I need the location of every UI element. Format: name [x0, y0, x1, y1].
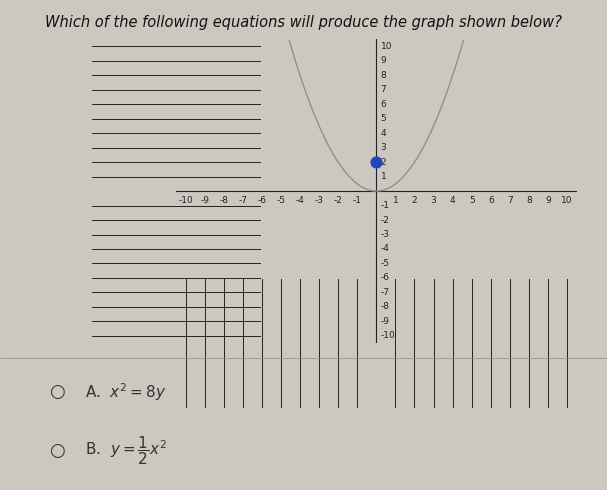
Text: 6: 6: [488, 196, 493, 205]
Text: -4: -4: [296, 196, 305, 205]
Text: 9: 9: [381, 56, 386, 65]
Text: 5: 5: [469, 196, 475, 205]
Text: -9: -9: [381, 317, 390, 326]
Text: 1: 1: [393, 196, 398, 205]
Text: -5: -5: [276, 196, 285, 205]
Text: ○: ○: [49, 442, 64, 460]
Text: -1: -1: [353, 196, 362, 205]
Text: 7: 7: [381, 85, 386, 95]
Text: -3: -3: [381, 230, 390, 239]
Text: 3: 3: [381, 143, 386, 152]
Text: Which of the following equations will produce the graph shown below?: Which of the following equations will pr…: [45, 15, 562, 30]
Text: -6: -6: [257, 196, 266, 205]
Text: -7: -7: [239, 196, 247, 205]
Text: -1: -1: [381, 201, 390, 210]
Text: B.  $y = \dfrac{1}{2}x^2$: B. $y = \dfrac{1}{2}x^2$: [85, 435, 167, 467]
Text: 4: 4: [381, 129, 386, 138]
Text: -10: -10: [381, 331, 395, 340]
Text: 1: 1: [381, 172, 386, 181]
Text: 10: 10: [561, 196, 573, 205]
Text: 8: 8: [526, 196, 532, 205]
Text: 8: 8: [381, 71, 386, 80]
Text: -2: -2: [381, 216, 390, 224]
Text: -4: -4: [381, 245, 390, 253]
Point: [371, 158, 381, 166]
Text: 2: 2: [381, 158, 386, 167]
Text: 5: 5: [381, 114, 386, 123]
Text: A.  $x^2 = 8y$: A. $x^2 = 8y$: [85, 381, 166, 403]
Text: 10: 10: [381, 42, 392, 51]
Text: 7: 7: [507, 196, 513, 205]
Text: -9: -9: [200, 196, 209, 205]
Text: -6: -6: [381, 273, 390, 282]
Text: ○: ○: [49, 383, 64, 401]
Text: -8: -8: [381, 302, 390, 311]
Text: -10: -10: [178, 196, 193, 205]
Text: 4: 4: [450, 196, 455, 205]
Text: 6: 6: [381, 100, 386, 109]
Text: -3: -3: [314, 196, 324, 205]
Text: -5: -5: [381, 259, 390, 268]
Text: -7: -7: [381, 288, 390, 297]
Text: -8: -8: [219, 196, 228, 205]
Text: 2: 2: [412, 196, 417, 205]
Text: -2: -2: [334, 196, 342, 205]
Text: 3: 3: [431, 196, 436, 205]
Text: 9: 9: [545, 196, 551, 205]
